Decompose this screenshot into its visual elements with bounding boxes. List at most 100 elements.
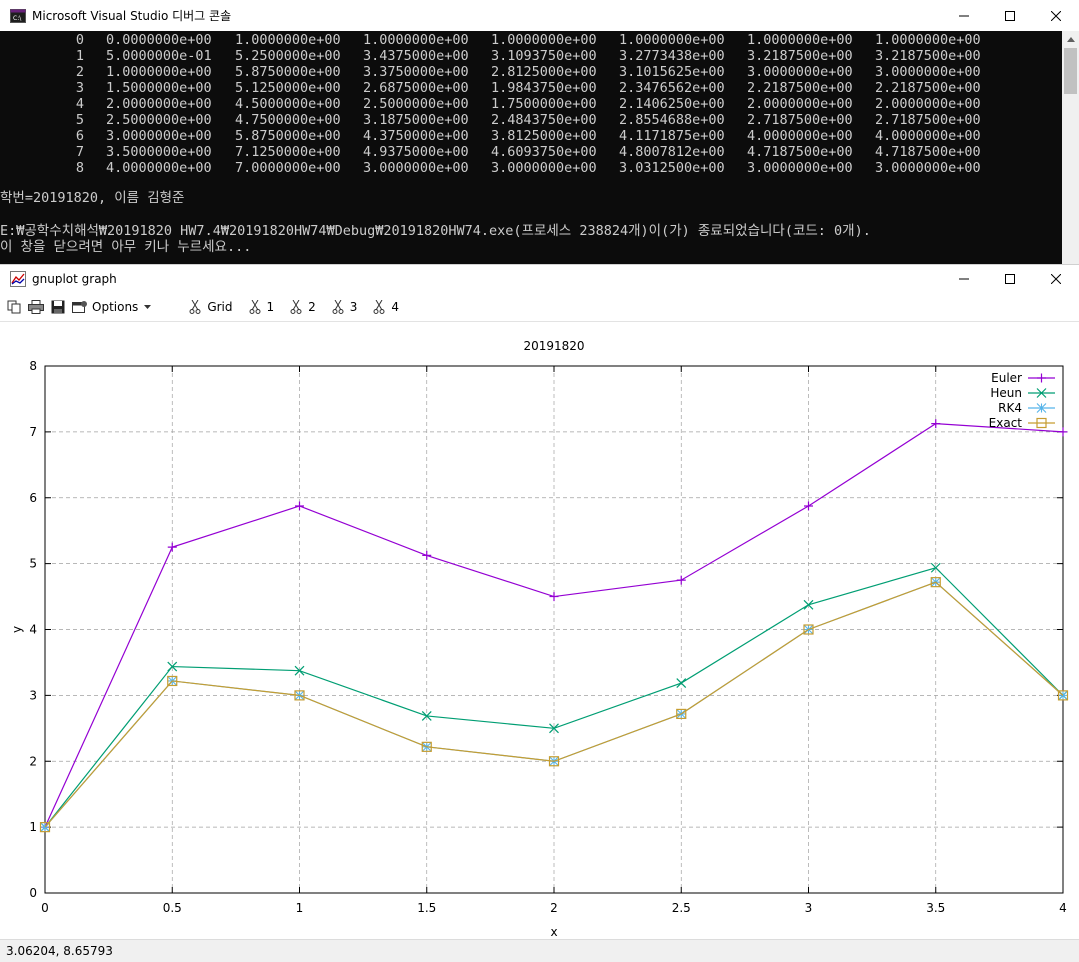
table-cell: 1.7500000e+00 xyxy=(491,96,597,112)
table-cell: 7.1250000e+00 xyxy=(235,144,341,160)
minimize-button[interactable] xyxy=(941,0,987,31)
table-cell: 2.7187500e+00 xyxy=(747,112,853,128)
table-cell: 2.6875000e+00 xyxy=(363,80,469,96)
data-point xyxy=(421,711,432,721)
table-cell: 2.3476562e+00 xyxy=(619,80,725,96)
scissors-icon xyxy=(185,297,205,317)
table-cell: 0.0000000e+00 xyxy=(106,32,212,48)
console-titlebar[interactable]: C:\ Microsoft Visual Studio 디버그 콘솔 xyxy=(0,0,1079,31)
table-cell: 3.2773438e+00 xyxy=(619,48,725,64)
toggle-plot-3-button[interactable]: 3 xyxy=(328,297,357,317)
copy-button[interactable] xyxy=(4,297,24,317)
table-cell: 1.0000000e+00 xyxy=(235,32,341,48)
copy-icon xyxy=(4,297,24,317)
plot-area[interactable]: 0 0.5 1 1.5 2 2.5 3 3.5 4 0 1 2 3 4 5 6 7 8 20191820 x y Eule… xyxy=(0,322,1079,940)
data-point xyxy=(930,577,941,588)
table-cell: 4.0000000e+00 xyxy=(875,128,981,144)
console-table-row: 3 1.5000000e+00 5.1250000e+00 2.6875000e+00… xyxy=(0,80,1060,96)
console-window: C:\ Microsoft Visual Studio 디버그 콘솔 0 0.00… xyxy=(0,0,1079,264)
table-cell: 3.2187500e+00 xyxy=(875,48,981,64)
x-axis-label: x xyxy=(550,925,557,939)
row-index: 2 xyxy=(75,64,84,80)
y-tick-label: 7 xyxy=(29,425,37,439)
console-table-row: 0 0.0000000e+00 1.0000000e+00 1.0000000e+00… xyxy=(0,32,1060,48)
maximize-button[interactable] xyxy=(987,0,1033,31)
chart-title: 20191820 xyxy=(523,339,584,353)
table-cell: 4.9375000e+00 xyxy=(363,144,469,160)
table-cell: 3.1015625e+00 xyxy=(619,64,725,80)
table-cell: 4.7187500e+00 xyxy=(747,144,853,160)
x-tick-label: 4 xyxy=(1059,901,1067,915)
table-cell: 2.8125000e+00 xyxy=(491,64,597,80)
print-button[interactable] xyxy=(26,297,46,317)
data-point xyxy=(548,756,560,767)
data-point xyxy=(549,723,559,734)
gnuplot-titlebar[interactable]: gnuplot graph xyxy=(0,265,1079,293)
gnuplot-close-button[interactable] xyxy=(1033,265,1079,293)
x-tick-label: 1.5 xyxy=(417,901,436,915)
data-point xyxy=(1036,417,1047,429)
chart[interactable]: 0 0.5 1 1.5 2 2.5 3 3.5 4 0 1 2 3 4 5 6 7 8 20191820 x y Eule… xyxy=(0,322,1079,940)
save-button[interactable] xyxy=(48,297,68,317)
table-cell: 3.4375000e+00 xyxy=(363,48,469,64)
gnuplot-minimize-button[interactable] xyxy=(941,265,987,293)
gnuplot-maximize-button[interactable] xyxy=(987,265,1033,293)
table-cell: 1.0000000e+00 xyxy=(106,64,212,80)
console-table-row: 4 2.0000000e+00 4.5000000e+00 2.5000000e+00… xyxy=(0,96,1060,112)
plot-2-label: 2 xyxy=(308,300,316,314)
scissors-icon xyxy=(369,297,389,317)
table-cell: 4.8007812e+00 xyxy=(619,144,725,160)
svg-text:C:\: C:\ xyxy=(13,15,22,22)
row-index: 1 xyxy=(75,48,84,64)
data-point xyxy=(39,822,51,833)
data-point xyxy=(167,675,178,687)
table-cell: 1.9843750e+00 xyxy=(491,80,597,96)
minimize-icon xyxy=(959,15,969,16)
table-cell: 1.0000000e+00 xyxy=(363,32,469,48)
settings-window-icon xyxy=(70,297,90,317)
scroll-up-button[interactable] xyxy=(1062,31,1079,48)
maximize-icon xyxy=(1005,10,1015,21)
gnuplot-app-icon xyxy=(10,271,26,287)
close-button[interactable] xyxy=(1033,0,1079,31)
close-icon xyxy=(1051,10,1061,21)
table-cell: 5.0000000e-01 xyxy=(106,48,212,64)
row-index: 5 xyxy=(75,112,84,128)
legend-label: Heun xyxy=(990,386,1022,400)
console-title: Microsoft Visual Studio 디버그 콘솔 xyxy=(32,9,232,23)
legend-label: RK4 xyxy=(998,401,1022,415)
table-cell: 5.2500000e+00 xyxy=(235,48,341,64)
options-label: Options xyxy=(92,300,139,314)
toggle-plot-4-button[interactable]: 4 xyxy=(369,297,399,317)
console-table-row: 5 2.5000000e+00 4.7500000e+00 3.1875000e+00… xyxy=(0,112,1060,128)
data-point xyxy=(422,550,432,560)
table-cell: 2.2187500e+00 xyxy=(747,80,853,96)
plot-1-label: 1 xyxy=(266,300,275,314)
scissors-icon xyxy=(328,297,348,317)
status-bar: 3.06204, 8.65793 xyxy=(0,939,1079,962)
data-point xyxy=(1036,388,1047,398)
x-tick-label: 3 xyxy=(805,901,813,915)
data-point xyxy=(676,708,687,720)
toggle-plot-1-button[interactable]: 1 xyxy=(245,297,275,317)
console-output[interactable]: 0 0.0000000e+00 1.0000000e+00 1.0000000e+00… xyxy=(0,31,1062,264)
chevron-down-icon xyxy=(144,305,152,309)
table-cell: 3.2187500e+00 xyxy=(747,48,853,64)
y-tick-label: 1 xyxy=(29,820,37,834)
console-table-row: 2 1.0000000e+00 5.8750000e+00 3.3750000e+00… xyxy=(0,64,1060,80)
y-tick-label: 6 xyxy=(29,491,37,505)
console-scrollbar[interactable] xyxy=(1062,31,1079,264)
options-menu[interactable]: Options xyxy=(70,297,152,317)
data-point xyxy=(803,599,814,610)
table-cell: 5.1250000e+00 xyxy=(235,80,341,96)
scrollbar-thumb[interactable] xyxy=(1064,48,1077,94)
row-index: 3 xyxy=(75,80,84,96)
data-point xyxy=(421,741,432,752)
data-point xyxy=(167,661,178,672)
row-index: 7 xyxy=(75,144,84,160)
toggle-grid-button[interactable]: Grid xyxy=(185,297,233,317)
toggle-plot-2-button[interactable]: 2 xyxy=(286,297,316,317)
table-cell: 2.4843750e+00 xyxy=(491,112,597,128)
y-tick-label: 8 xyxy=(29,359,37,373)
table-cell: 2.5000000e+00 xyxy=(363,96,469,112)
